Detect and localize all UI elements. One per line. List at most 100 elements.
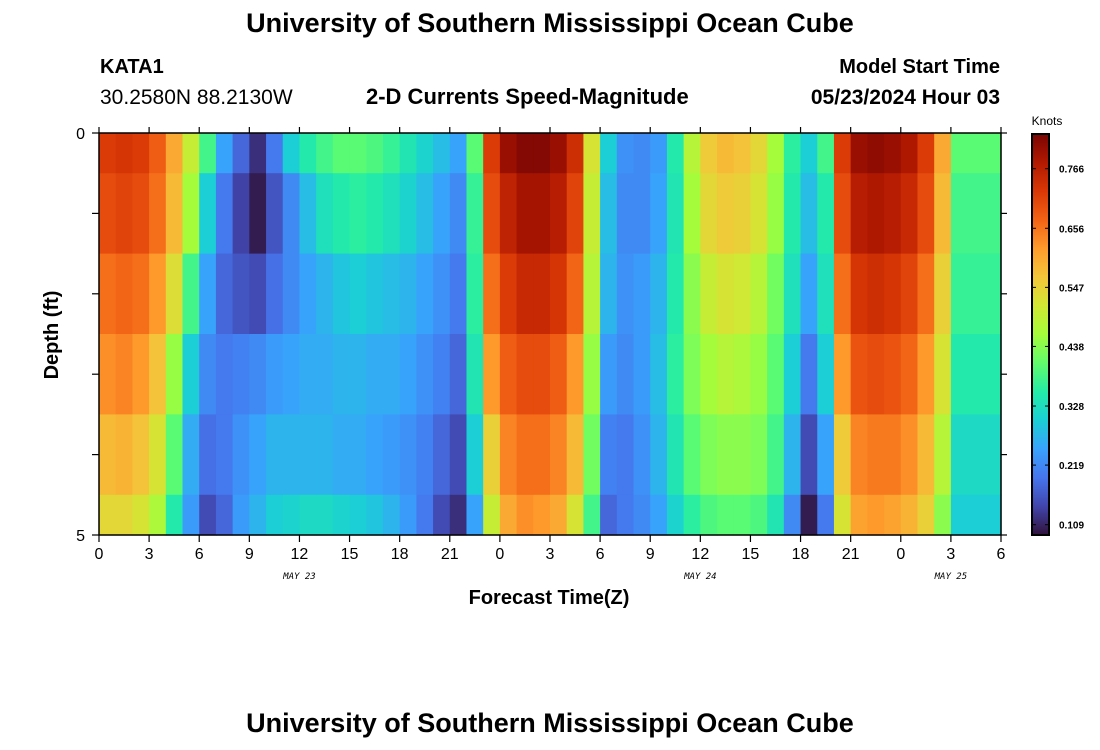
heatmap-cell [600,494,618,536]
heatmap-cell [717,133,735,174]
heatmap-cell [583,173,601,255]
heatmap-cell [700,334,718,415]
heatmap-cell [683,414,701,496]
heatmap-cell [917,253,935,335]
heatmap-cell [650,173,668,255]
heatmap-cell [550,494,568,536]
colorbar-tick-label: 0.109 [1059,521,1084,532]
heatmap-cell [616,414,635,496]
y-tick-label: 5 [76,528,85,545]
heatmap-cell [249,334,267,415]
heatmap-cell [332,334,351,415]
heatmap-cell [199,494,217,536]
heatmap-cell [349,414,367,496]
x-tick-label: 21 [842,546,860,563]
heatmap-cell [232,334,250,415]
heatmap-cell [433,133,451,174]
heatmap-cell [683,334,701,415]
heatmap-cell [600,414,618,496]
heatmap-cell [366,414,384,496]
heatmap-cell [600,133,618,174]
heatmap-cell [800,414,818,496]
heatmap-cell [266,253,284,335]
heatmap-cell [483,173,501,255]
heatmap-cell [683,253,701,335]
heatmap-cell [316,173,334,255]
heatmap-cell [382,334,401,415]
heatmap-cell [516,334,534,415]
heatmap-cell [115,133,133,174]
heatmap-cell [717,494,735,536]
heatmap-cell [449,494,468,536]
heatmap-cell [399,173,417,255]
heatmap-cell [700,133,718,174]
heatmap-cell [299,494,317,536]
heatmap-cell [215,334,234,415]
heatmap-cell [533,494,551,536]
heatmap-cell [583,133,601,174]
heatmap-cell [733,414,752,496]
heatmap-cell [700,253,718,335]
heatmap-cell [99,334,117,415]
heatmap-cell [115,173,133,255]
heatmap-cell [499,334,518,415]
heatmap-cell [416,133,434,174]
heatmap-cell [566,253,584,335]
heatmap-cell [750,334,768,415]
heatmap-cell [132,414,150,496]
heatmap-cell [399,253,417,335]
heatmap-cell [783,133,802,174]
colorbar-tick-label: 0.547 [1059,283,1084,294]
heatmap-cell [700,173,718,255]
heatmap-cell [516,414,534,496]
colorbar-tick-label: 0.438 [1059,342,1084,353]
heatmap-cell [132,173,150,255]
heatmap-cell [115,494,133,536]
heatmap-cell [232,253,250,335]
heatmap-cell [483,253,501,335]
heatmap-cell [934,253,952,335]
heatmap-cell [733,133,752,174]
x-tick-label: 18 [391,546,409,563]
heatmap-cell [182,414,200,496]
x-tick-label: 12 [691,546,709,563]
heatmap-cell [616,494,635,536]
heatmap-cell [399,334,417,415]
heatmap-cell [750,133,768,174]
heatmap-cell [466,133,484,174]
heatmap-cell [199,334,217,415]
heatmap-cell [215,133,234,174]
colorbar-tick-label: 0.766 [1059,165,1084,176]
heatmap-cell [182,253,200,335]
heatmap-cell [934,414,952,496]
heatmap-cell [282,334,301,415]
heatmap-cell [466,334,484,415]
heatmap-cell [382,133,401,174]
x-tick-label: 0 [95,546,104,563]
heatmap-cell [499,253,518,335]
heatmap-cell [182,334,200,415]
heatmap-cell [600,253,618,335]
heatmap-cell [683,133,701,174]
heatmap-cell [165,173,184,255]
heatmap-cell [783,173,802,255]
heatmap-cell [399,494,417,536]
heatmap-cell [917,414,935,496]
heatmap-cell [867,414,885,496]
heatmap-cell [366,253,384,335]
heatmap-cells [99,133,1002,536]
heatmap-cell [399,414,417,496]
colorbar-label: Knots [1032,114,1063,128]
heatmap-cell [282,414,301,496]
heatmap-cell [516,253,534,335]
heatmap-cell [867,334,885,415]
heatmap-cell [266,133,284,174]
heatmap-cell [316,414,334,496]
heatmap-cell [215,414,234,496]
heatmap-cell [666,414,685,496]
heatmap-cell [616,334,635,415]
heatmap-cell [666,494,685,536]
heatmap-cell [483,133,501,174]
heatmap-cell [600,173,618,255]
heatmap-cell [666,173,685,255]
